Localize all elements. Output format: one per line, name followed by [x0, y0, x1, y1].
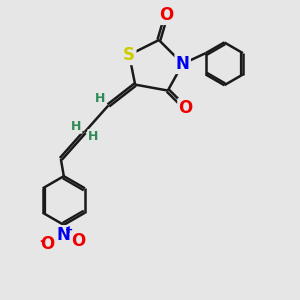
Text: H: H — [71, 120, 82, 133]
Text: N: N — [176, 55, 190, 73]
Text: S: S — [123, 46, 135, 64]
Text: -: - — [39, 234, 45, 248]
Text: O: O — [40, 235, 55, 253]
Text: H: H — [95, 92, 105, 105]
Text: O: O — [178, 99, 193, 117]
Text: N: N — [57, 226, 71, 244]
Text: +: + — [65, 225, 73, 235]
Text: O: O — [159, 6, 173, 24]
Text: O: O — [71, 232, 86, 250]
Text: H: H — [88, 130, 99, 143]
